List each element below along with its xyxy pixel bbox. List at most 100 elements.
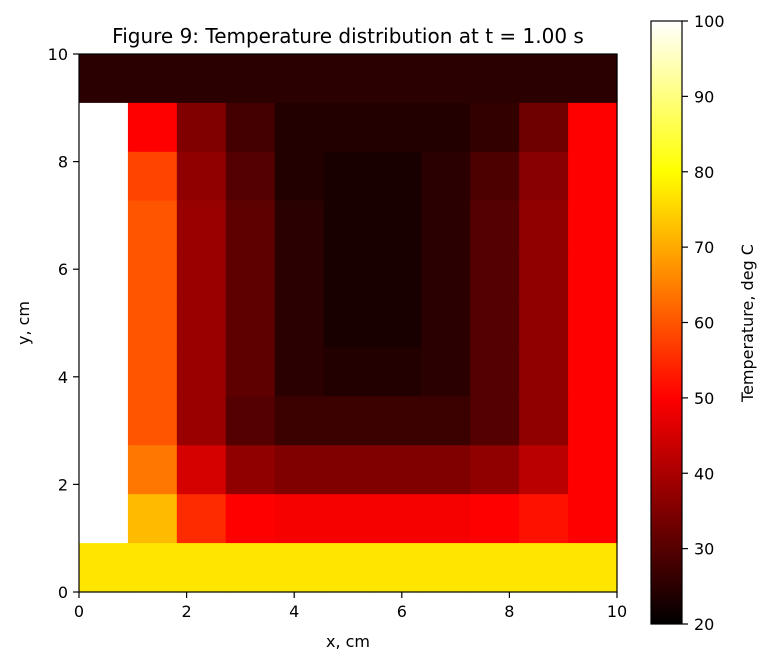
heatmap-cell <box>568 151 618 202</box>
heatmap-cell <box>176 151 227 202</box>
heatmap-cell <box>323 200 374 251</box>
heatmap-cell <box>568 200 618 251</box>
heatmap-cell <box>568 54 618 104</box>
heatmap-cell <box>127 445 178 495</box>
heatmap-cell <box>274 494 325 544</box>
heatmap-cell <box>79 151 129 202</box>
heatmap-cell <box>470 102 520 153</box>
heatmap-cell <box>470 200 520 251</box>
x-tick-label: 0 <box>74 602 84 621</box>
heatmap-cell <box>225 54 276 104</box>
heatmap-cell <box>225 298 276 349</box>
heatmap-cell <box>274 249 325 300</box>
heatmap-cell <box>176 543 227 593</box>
heatmap-cell <box>323 494 374 544</box>
heatmap-cell <box>225 396 276 446</box>
heatmap-cell <box>323 54 374 104</box>
heatmap-cell <box>372 445 422 495</box>
heatmap-cell <box>176 396 227 446</box>
heatmap-cell <box>176 347 227 397</box>
heatmap-cell <box>372 298 422 349</box>
heatmap-cell <box>225 200 276 251</box>
heatmap-cell <box>225 102 276 153</box>
heatmap-cell <box>568 543 618 593</box>
heatmap-cell <box>323 298 374 349</box>
heatmap-cell <box>225 445 276 495</box>
colorbar-ticks: 20 30 40 50 60 70 80 90 100 <box>682 12 725 634</box>
x-axis-ticks: 0 2 4 6 8 10 <box>74 592 627 621</box>
heatmap-cell <box>372 54 422 104</box>
heatmap-cell <box>274 543 325 593</box>
x-tick-label: 6 <box>397 602 407 621</box>
heatmap-cell <box>372 200 422 251</box>
heatmap-cell <box>568 445 618 495</box>
chart-title: Figure 9: Temperature distribution at t … <box>112 24 584 48</box>
colorbar-tick-label: 60 <box>694 314 714 333</box>
heatmap-cell <box>127 102 178 153</box>
heatmap-cell <box>372 396 422 446</box>
heatmap-cell <box>274 151 325 202</box>
colorbar-tick-label: 90 <box>694 87 714 106</box>
heatmap-cell <box>176 445 227 495</box>
heatmap-cell <box>470 249 520 300</box>
heatmap-cell <box>323 249 374 300</box>
heatmap-cell <box>421 543 471 593</box>
heatmap-cell <box>519 396 569 446</box>
heatmap-cell <box>470 494 520 544</box>
heatmap-cells <box>79 54 618 593</box>
heatmap-cell <box>274 200 325 251</box>
heatmap-cell <box>127 249 178 300</box>
heatmap-cell <box>225 494 276 544</box>
colorbar-tick-label: 40 <box>694 464 714 483</box>
heatmap-cell <box>323 543 374 593</box>
heatmap-cell <box>79 298 129 349</box>
heatmap-cell <box>127 494 178 544</box>
heatmap-cell <box>127 200 178 251</box>
heatmap-cell <box>79 396 129 446</box>
heatmap-cell <box>79 445 129 495</box>
heatmap-cell <box>519 445 569 495</box>
heatmap-cell <box>421 102 471 153</box>
heatmap-cell <box>372 347 422 397</box>
heatmap-cell <box>519 200 569 251</box>
x-tick-label: 8 <box>504 602 514 621</box>
heatmap-cell <box>372 151 422 202</box>
heatmap-cell <box>323 396 374 446</box>
heatmap-cell <box>421 151 471 202</box>
x-tick-label: 2 <box>182 602 192 621</box>
y-tick-label: 10 <box>48 45 68 64</box>
heatmap-cell <box>127 396 178 446</box>
plot-frame <box>78 53 618 593</box>
y-axis-label: y, cm <box>14 301 33 345</box>
heatmap-cell <box>79 494 129 544</box>
heatmap-cell <box>127 298 178 349</box>
heatmap-cell <box>421 445 471 495</box>
heatmap-cell <box>274 54 325 104</box>
heatmap-cell <box>127 54 178 104</box>
y-tick-label: 0 <box>58 583 68 602</box>
heatmap-cell <box>519 347 569 397</box>
heatmap-cell <box>274 347 325 397</box>
heatmap-cell <box>79 102 129 153</box>
colorbar-tick-label: 30 <box>694 540 714 559</box>
heatmap-cell <box>519 151 569 202</box>
colorbar-tick-label: 100 <box>694 12 725 31</box>
heatmap-cell <box>274 396 325 446</box>
heatmap-cell <box>225 151 276 202</box>
heatmap-cell <box>470 54 520 104</box>
heatmap-cell <box>176 494 227 544</box>
heatmap-cell <box>470 445 520 495</box>
heatmap-cell <box>323 102 374 153</box>
heatmap-cell <box>568 347 618 397</box>
y-tick-label: 6 <box>58 260 68 279</box>
heatmap-cell <box>225 249 276 300</box>
colorbar-tick-label: 50 <box>694 389 714 408</box>
y-tick-label: 2 <box>58 475 68 494</box>
heatmap-cell <box>470 543 520 593</box>
heatmap-cell <box>225 347 276 397</box>
heatmap-cell <box>519 249 569 300</box>
heatmap-cell <box>79 543 129 593</box>
heatmap-cell <box>372 102 422 153</box>
x-tick-label: 4 <box>289 602 299 621</box>
x-axis-label: x, cm <box>326 632 370 651</box>
